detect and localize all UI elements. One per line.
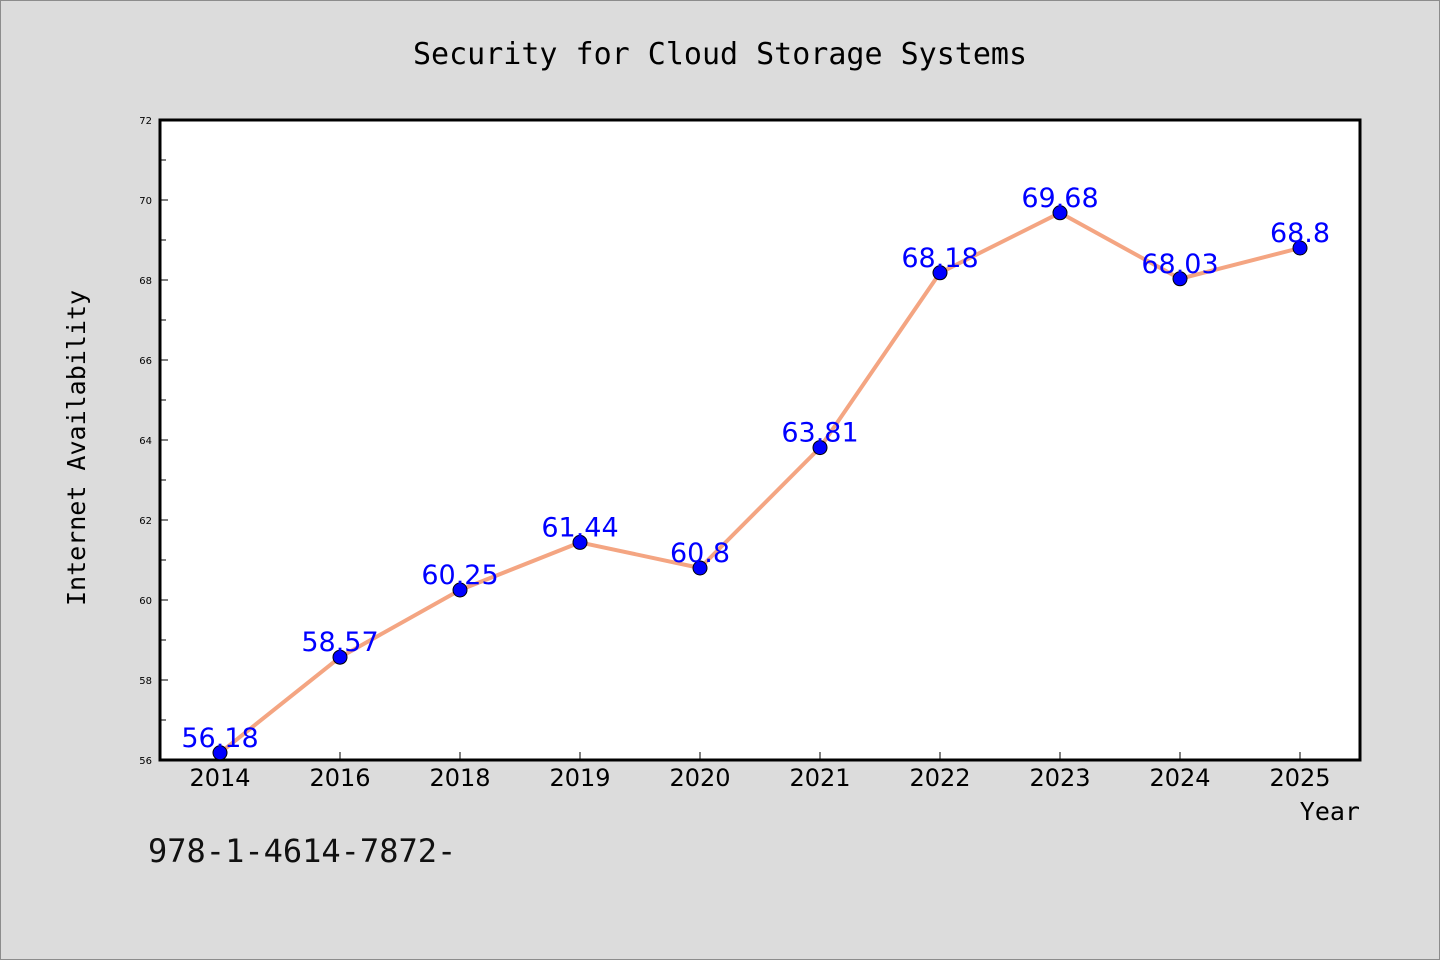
data-series: 56.18 58.57 60.25 61.44 60.8 63.81 68.18 69.68 6… [181,183,1330,761]
y-tick-label: 60 [139,596,152,607]
data-label: 58.57 [301,627,378,658]
data-point [812,440,828,456]
data-point [452,582,468,598]
x-tick-label: 2019 [549,764,610,792]
data-point [1052,205,1068,221]
data-label: 68.03 [1141,249,1218,280]
y-tick-label: 64 [139,436,152,447]
y-tick-label: 62 [139,516,152,527]
y-tick-label: 58 [139,676,152,687]
data-point [332,649,348,665]
data-point [572,534,588,550]
y-tick-label: 72 [139,116,152,127]
x-tick-label: 2018 [429,764,490,792]
y-tick-label: 66 [139,356,152,367]
series-line [218,210,1301,755]
data-point [212,745,228,761]
y-axis-label: Internet Availability [62,290,91,606]
x-tick-label: 2024 [1149,764,1210,792]
data-point [1172,271,1188,287]
data-point [692,560,708,576]
x-tick-label: 2016 [309,764,370,792]
y-tick-label: 70 [139,196,152,207]
data-point [932,265,948,281]
x-axis-label: Year [1300,797,1360,826]
x-tick-label: 2021 [789,764,850,792]
data-label: 63.81 [781,418,858,449]
data-label: 60.8 [670,538,730,569]
data-label: 61.44 [541,512,618,543]
data-label: 68.18 [901,243,978,274]
x-tick-label: 2014 [189,764,250,792]
chart-title: Security for Cloud Storage Systems [413,37,1027,72]
data-label: 68.8 [1270,218,1330,249]
data-point [1292,240,1308,256]
x-tick-label: 2022 [909,764,970,792]
data-label: 56.18 [181,723,258,754]
y-tick-label: 68 [139,276,152,287]
y-axis-ticks: 56 58 60 62 64 66 68 70 72 [139,116,168,767]
x-tick-label: 2025 [1269,764,1330,792]
x-tick-label: 2023 [1029,764,1090,792]
plot-area [158,118,1362,762]
data-label: 69.68 [1021,183,1098,214]
y-tick-label: 56 [139,756,152,767]
x-tick-label: 2020 [669,764,730,792]
x-axis-ticks: 2014 2016 2018 2019 2020 2021 2022 2023 2024 2025 [189,752,1331,792]
data-label: 60.25 [421,560,498,591]
isbn-footnote: 978-1-4614-7872- [148,832,457,870]
